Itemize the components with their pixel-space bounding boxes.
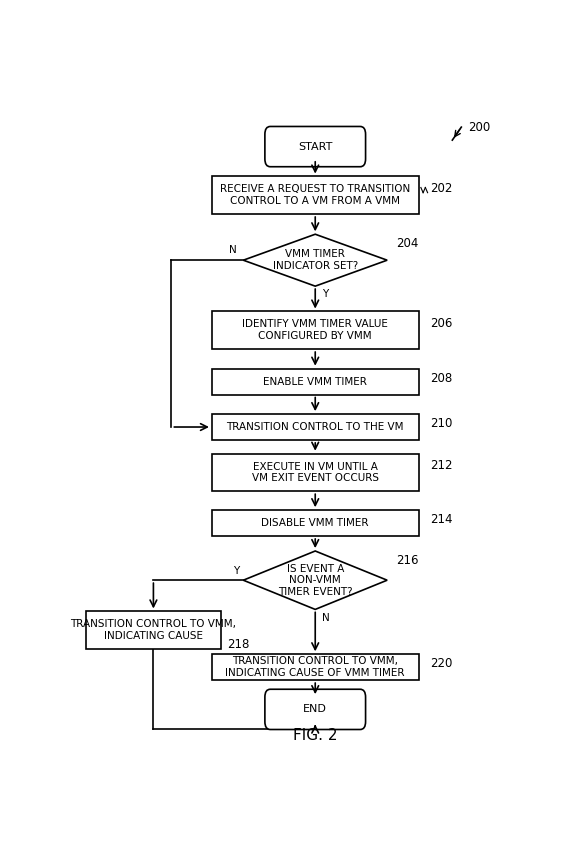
Text: END: END [303, 705, 327, 714]
Text: 212: 212 [430, 459, 452, 472]
Text: N: N [229, 245, 237, 255]
Text: START: START [298, 142, 332, 152]
Text: TRANSITION CONTROL TO VMM,
INDICATING CAUSE: TRANSITION CONTROL TO VMM, INDICATING CA… [70, 620, 237, 641]
Text: 214: 214 [430, 513, 452, 526]
Text: Y: Y [233, 566, 239, 576]
Bar [212, 510, 419, 536]
Text: IDENTIFY VMM TIMER VALUE
CONFIGURED BY VMM: IDENTIFY VMM TIMER VALUE CONFIGURED BY V… [242, 319, 388, 341]
Bar [212, 176, 419, 214]
Text: N: N [322, 613, 329, 623]
Text: IS EVENT A
NON-VMM
TIMER EVENT?: IS EVENT A NON-VMM TIMER EVENT? [278, 564, 353, 597]
Text: 220: 220 [430, 658, 452, 670]
Text: 206: 206 [430, 317, 452, 330]
FancyBboxPatch shape [265, 126, 365, 167]
FancyBboxPatch shape [265, 690, 365, 729]
Bar [212, 654, 419, 680]
Text: Y: Y [322, 289, 328, 299]
Text: 216: 216 [396, 554, 419, 567]
Bar [212, 414, 419, 440]
Text: 200: 200 [468, 121, 490, 134]
Polygon shape [244, 234, 387, 286]
Text: DISABLE VMM TIMER: DISABLE VMM TIMER [262, 518, 369, 528]
Bar [86, 611, 221, 649]
Bar [212, 454, 419, 491]
Text: TRANSITION CONTROL TO THE VM: TRANSITION CONTROL TO THE VM [226, 422, 404, 432]
Bar [212, 368, 419, 395]
Text: 204: 204 [396, 238, 419, 250]
Text: TRANSITION CONTROL TO VMM,
INDICATING CAUSE OF VMM TIMER: TRANSITION CONTROL TO VMM, INDICATING CA… [226, 657, 405, 678]
Text: RECEIVE A REQUEST TO TRANSITION
CONTROL TO A VM FROM A VMM: RECEIVE A REQUEST TO TRANSITION CONTROL … [220, 185, 411, 206]
Text: FIG. 2: FIG. 2 [293, 728, 338, 744]
Text: EXECUTE IN VM UNTIL A
VM EXIT EVENT OCCURS: EXECUTE IN VM UNTIL A VM EXIT EVENT OCCU… [252, 462, 379, 483]
Text: ENABLE VMM TIMER: ENABLE VMM TIMER [263, 377, 367, 387]
Text: 218: 218 [227, 638, 250, 651]
Text: 202: 202 [430, 182, 452, 196]
Text: 208: 208 [430, 372, 452, 385]
Polygon shape [244, 551, 387, 609]
Bar [212, 311, 419, 349]
Text: 210: 210 [430, 417, 452, 430]
Text: VMM TIMER
INDICATOR SET?: VMM TIMER INDICATOR SET? [273, 250, 358, 271]
